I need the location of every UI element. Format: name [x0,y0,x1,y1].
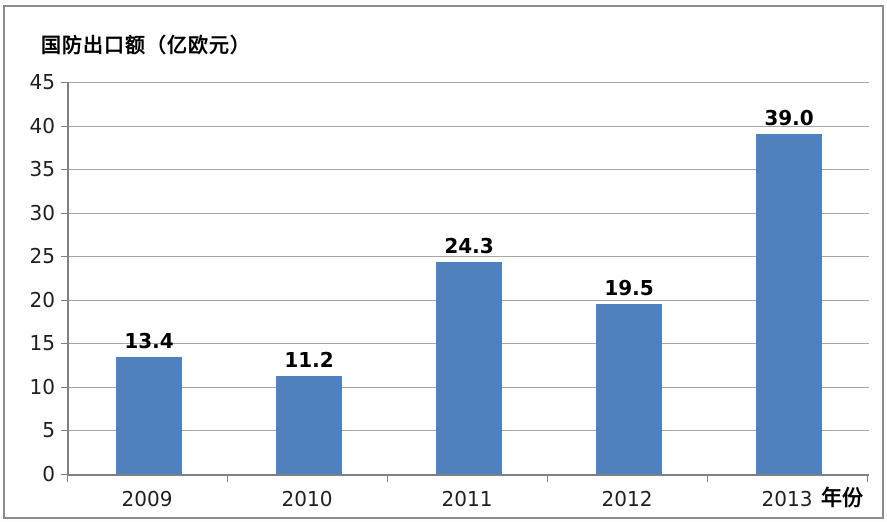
x-axis-category-label: 2010 [281,487,333,511]
y-axis-label: 10 [29,374,55,399]
y-axis-tick [61,386,67,388]
plot-area: 13.4 11.2 24.3 19.5 39.0 [67,82,869,476]
gridline [69,125,869,127]
x-axis-tick [707,476,708,482]
y-axis-tick [61,299,67,301]
y-axis-tick [61,430,67,432]
x-axis-tick [67,476,68,482]
x-axis-tick [227,476,228,482]
y-axis-label: 15 [29,331,55,356]
bar-2011 [436,262,502,474]
gridline [69,212,869,214]
chart-frame: 国防出口额（亿欧元） 13.4 11.2 24.3 19.5 39.0 年份 0 5 10 1… [3,5,884,519]
y-axis-label: 20 [29,287,55,312]
bar-value-label: 19.5 [604,276,654,301]
x-axis-tick [387,476,388,482]
bar-value-label: 11.2 [284,348,334,373]
x-axis-tick [547,476,548,482]
x-axis-category-label: 2011 [441,487,493,511]
y-axis-tick [61,343,67,345]
gridline [69,256,869,258]
x-axis-category-label: 2012 [601,487,653,511]
x-axis-title: 年份 [821,486,863,510]
bar-value-label: 13.4 [124,329,174,354]
y-axis-tick [61,256,67,258]
y-axis-tick [61,169,67,171]
y-axis-label: 45 [29,70,55,94]
bar-2010 [276,376,342,474]
y-axis-label: 25 [29,244,55,269]
bar-2013 [756,134,822,474]
gridline [69,82,869,83]
y-axis-label: 30 [29,200,55,225]
gridline [69,169,869,171]
y-axis-tick [61,82,67,83]
y-axis-label: 35 [29,157,55,182]
y-axis-tick [61,125,67,127]
y-axis-label: 5 [42,418,55,443]
bar-value-label: 24.3 [444,234,494,259]
bar-2009 [116,357,182,474]
y-axis-label: 0 [42,462,55,486]
y-axis-label: 40 [29,113,55,138]
bar-2012 [596,304,662,474]
x-axis-tick [867,476,868,482]
y-axis-tick [61,212,67,214]
bar-value-label: 39.0 [764,106,814,131]
x-axis-category-label: 2013 [761,487,813,511]
y-axis-tick [61,474,67,475]
chart-title: 国防出口额（亿欧元） [41,33,251,57]
x-axis-category-label: 2009 [121,487,173,511]
